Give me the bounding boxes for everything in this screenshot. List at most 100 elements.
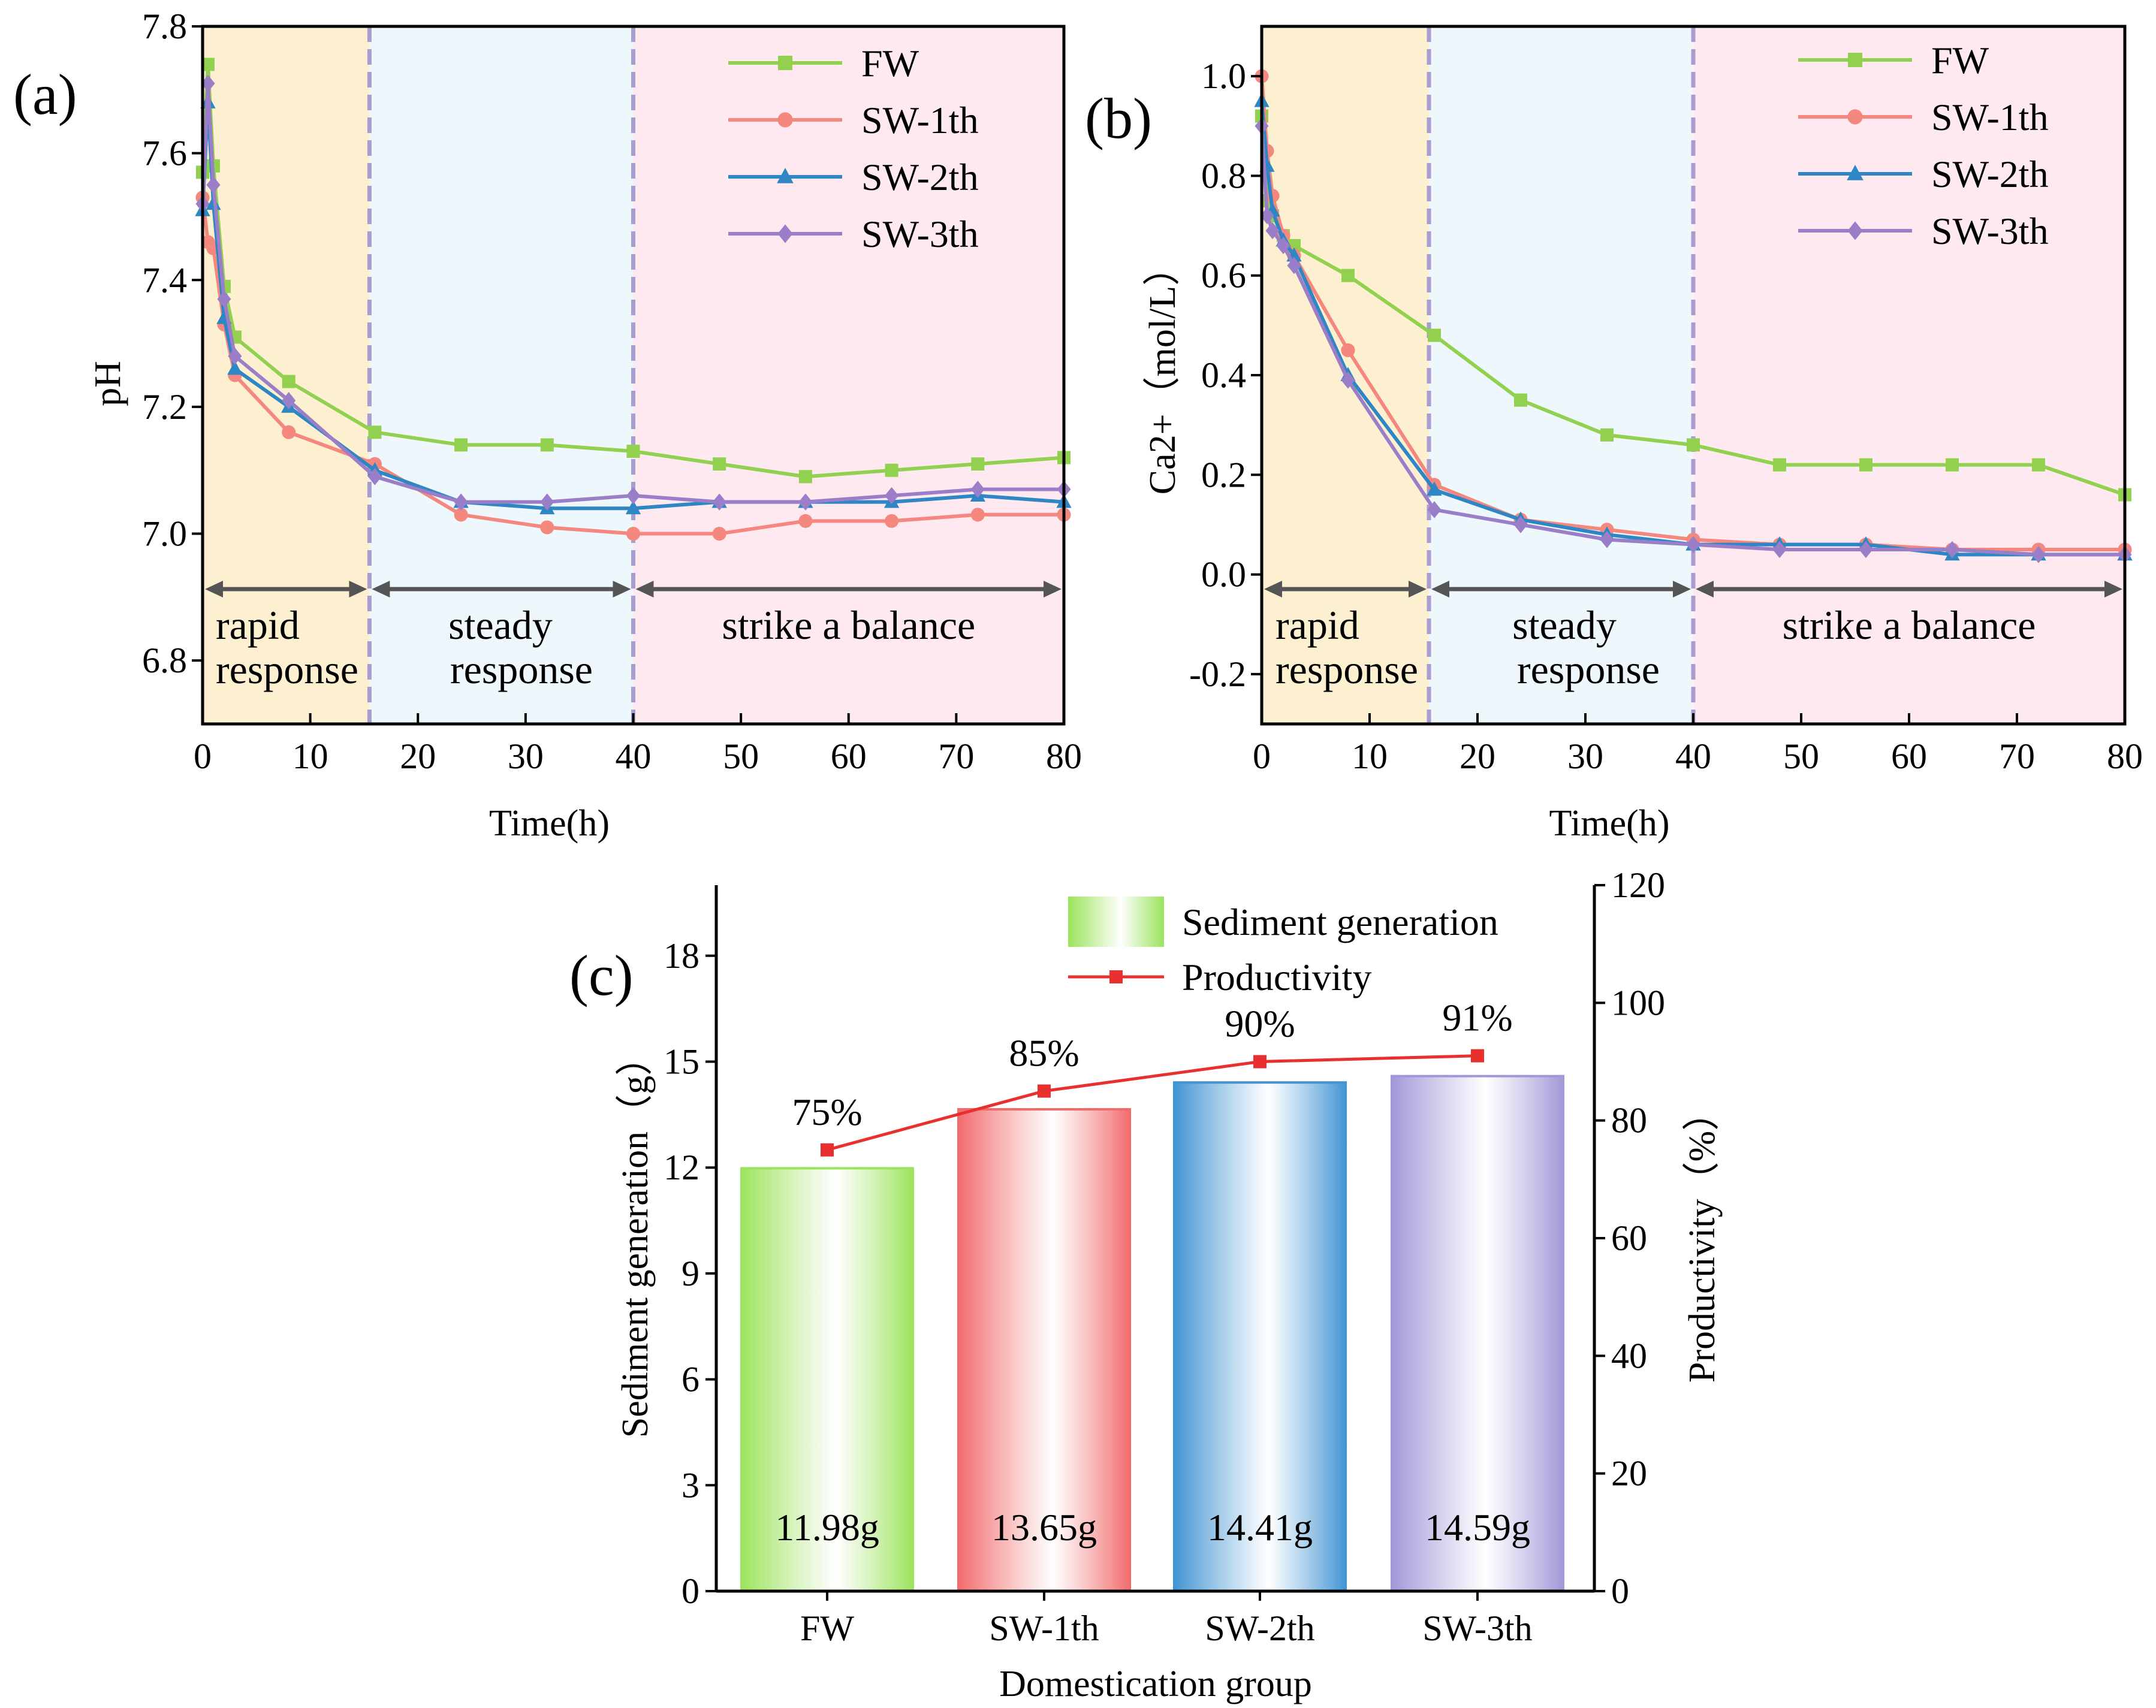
data-point-fw-12 — [1946, 458, 1959, 472]
series-sw-3th — [1255, 117, 2132, 563]
data-point-fw-11 — [1859, 458, 1872, 472]
legend-label-sediment: Sediment generation — [1182, 901, 1498, 943]
data-point-sw-1th-13 — [970, 508, 985, 522]
phase-label-1-line2: response — [1275, 647, 1418, 692]
data-point-sw-3th-10 — [712, 493, 726, 511]
data-point-fw-13 — [2032, 458, 2045, 472]
y2-axis-title: Productivity（%） — [1682, 1094, 1723, 1383]
legend-marker-fw — [1848, 53, 1862, 67]
legend-marker-sw-3th — [1847, 221, 1863, 240]
data-point-sw-3th-3 — [1276, 237, 1290, 255]
phase-label-1-line1: rapid — [1275, 602, 1359, 648]
phase-region-3 — [1693, 26, 2125, 724]
panel-letter-c: (c) — [569, 943, 634, 1007]
data-point-sw-3th-6 — [1427, 501, 1442, 518]
phase-arrow-head-right-2 — [613, 581, 631, 598]
phase-arrow-head-left-2 — [372, 581, 390, 598]
legend: FW SW-1th SW-2th SW-3th — [1798, 39, 2049, 252]
productivity-value-label-sw-3th: 91% — [1442, 997, 1512, 1039]
y-tick-label: 7.0 — [142, 514, 187, 554]
data-point-sw-1th-5 — [282, 425, 296, 439]
phase-region-3 — [633, 26, 1064, 724]
data-point-sw-3th-13 — [970, 481, 985, 498]
phase-label-1-line1: rapid — [216, 602, 300, 648]
x-tick-label: 10 — [293, 737, 328, 776]
data-point-sw-3th-6 — [367, 468, 382, 485]
legend: Sediment generation Productivity — [1068, 897, 1498, 998]
bar-value-label-fw: 11.98g — [775, 1506, 879, 1549]
data-point-sw-3th-1 — [1260, 207, 1274, 225]
data-point-sw-2th-4 — [227, 360, 243, 375]
phase-label-3: strike a balance — [722, 602, 975, 648]
data-point-sw-1th-12 — [885, 514, 899, 528]
panel-letter-a: (a) — [13, 62, 77, 126]
legend-label-fw: FW — [861, 42, 919, 85]
legend-marker-sw-1th — [777, 112, 793, 128]
legend-marker-sw-1th — [1847, 109, 1863, 125]
x-tick-label: 30 — [1567, 737, 1603, 776]
y-tick-label: 0 — [682, 1571, 699, 1611]
y-tick-label: -0.2 — [1189, 654, 1246, 694]
data-point-fw-7 — [1514, 393, 1527, 407]
y2-tick-label: 120 — [1611, 865, 1665, 905]
x-tick-label: 40 — [1675, 737, 1711, 776]
y2-tick-label: 60 — [1611, 1218, 1647, 1258]
x-axis-title: Domestication group — [999, 1664, 1312, 1704]
data-point-sw-1th-5 — [1341, 343, 1355, 357]
legend: FW SW-1th SW-2th SW-3th — [728, 42, 979, 255]
data-point-sw-3th-9 — [1686, 536, 1700, 553]
productivity-point-sw-1th — [1038, 1084, 1051, 1098]
phase-arrow-head-right-1 — [1409, 581, 1427, 598]
y2-tick-label: 80 — [1611, 1101, 1647, 1140]
data-point-sw-3th-5 — [282, 392, 296, 409]
data-point-sw-3th-1 — [201, 74, 215, 92]
legend-label-sw-1th: SW-1th — [861, 99, 979, 141]
productivity-value-label-sw-2th: 90% — [1225, 1003, 1295, 1045]
y2-tick-label: 100 — [1611, 983, 1665, 1022]
data-point-fw-7 — [454, 438, 468, 452]
x-axis-title: Time(h) — [1549, 803, 1670, 844]
bar-value-label-sw-3th: 14.59g — [1425, 1506, 1530, 1549]
data-point-fw-8 — [1600, 428, 1614, 442]
bar-fw — [740, 1168, 914, 1591]
data-point-sw-3th-4 — [228, 347, 242, 365]
legend-marker-sw-3th — [777, 224, 793, 243]
phase-region-2 — [369, 26, 634, 724]
data-point-fw-6 — [1428, 328, 1441, 342]
data-point-sw-3th-13 — [2031, 546, 2046, 563]
data-point-sw-3th-8 — [540, 493, 554, 511]
productivity-value-label-fw: 75% — [792, 1091, 862, 1133]
phase-label-3: strike a balance — [1783, 602, 2036, 648]
productivity-point-fw — [821, 1143, 834, 1157]
phase-label-2-line1: steady — [448, 602, 553, 648]
y2-tick-label: 20 — [1611, 1454, 1647, 1493]
y-tick-label: 7.8 — [142, 7, 187, 46]
panel-c-sediment-chart: (c) 11.98g 13.65g 14.41g 14.59g 75% 85% 90% 91% 0… — [569, 865, 1723, 1704]
category-label-fw: FW — [800, 1609, 854, 1648]
legend-label-sw-2th: SW-2th — [861, 156, 979, 198]
data-point-fw-10 — [1773, 458, 1786, 472]
data-point-fw-5 — [282, 375, 295, 388]
x-tick-label: 50 — [1783, 737, 1819, 776]
legend-label-sw-3th: SW-3th — [861, 213, 979, 255]
x-tick-label: 20 — [400, 737, 436, 776]
x-tick-label: 80 — [1046, 737, 1082, 776]
data-point-sw-1th-10 — [712, 526, 726, 541]
data-point-sw-1th-7 — [454, 508, 468, 522]
y-tick-label: 0.0 — [1201, 555, 1246, 595]
bar-sw-1th — [957, 1109, 1131, 1591]
data-point-sw-3th-2 — [206, 176, 221, 194]
bar-sw-2th — [1173, 1082, 1347, 1591]
legend-label-sw-2th: SW-2th — [1931, 153, 2049, 195]
x-tick-label: 70 — [938, 737, 974, 776]
y-tick-label: 7.6 — [142, 134, 187, 173]
y2-tick-label: 0 — [1611, 1571, 1629, 1611]
panel-letter-b: (b) — [1085, 86, 1152, 150]
data-point-fw-9 — [626, 444, 640, 458]
data-point-sw-3th-7 — [1513, 516, 1528, 533]
data-point-sw-1th-9 — [626, 526, 641, 541]
legend-label-sw-3th: SW-3th — [1931, 210, 2049, 252]
